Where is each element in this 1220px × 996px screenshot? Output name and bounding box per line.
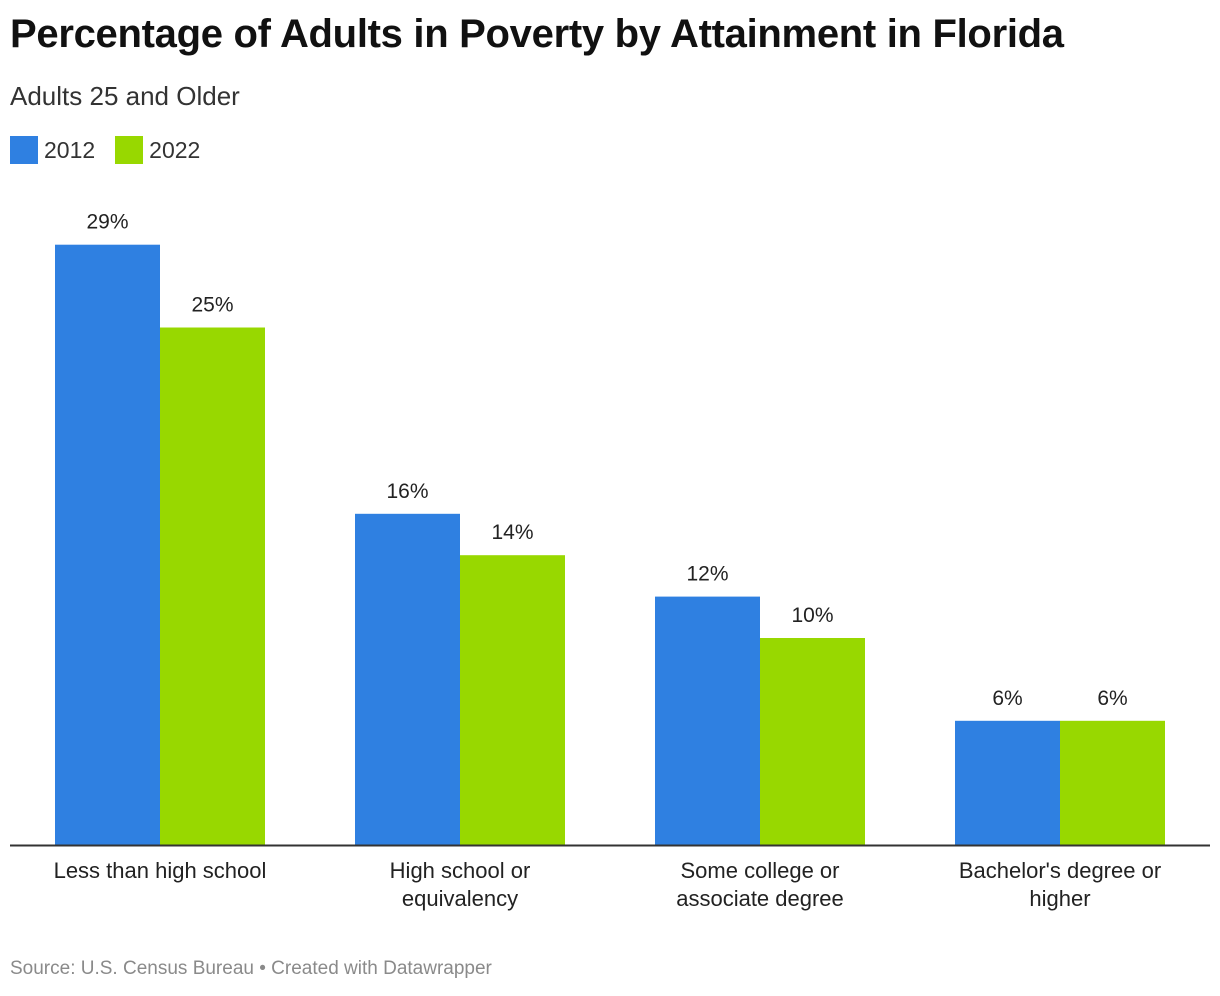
bar-2022-0 <box>160 327 265 845</box>
legend-label-2022: 2022 <box>149 136 201 163</box>
bar-2012-1 <box>355 513 460 845</box>
chart-title: Percentage of Adults in Poverty by Attai… <box>10 12 1064 56</box>
category-label-3-line-0: Bachelor's degree or <box>959 858 1161 883</box>
category-label-1-line-0: High school or <box>390 858 531 883</box>
bar-2022-2 <box>760 638 865 845</box>
data-label-2012-3: 6% <box>992 687 1022 710</box>
category-label-1-line-1: equivalency <box>402 886 518 911</box>
data-label-2012-2: 12% <box>686 563 728 586</box>
source-note: Source: U.S. Census Bureau • Created wit… <box>10 958 492 979</box>
legend-label-2012: 2012 <box>44 136 96 163</box>
data-label-2022-2: 10% <box>791 604 833 627</box>
category-label-0-line-0: Less than high school <box>54 858 267 883</box>
category-label-2-line-0: Some college or <box>681 858 840 883</box>
legend-swatch-2012 <box>10 136 38 164</box>
bar-2022-1 <box>460 555 565 845</box>
legend-item-2022: 2022 <box>115 136 200 164</box>
data-label-2012-1: 16% <box>386 480 428 503</box>
legend-swatch-2022 <box>115 136 144 164</box>
bar-2012-0 <box>55 244 160 845</box>
bar-2012-3 <box>955 720 1060 845</box>
bar-2012-2 <box>655 596 760 845</box>
data-label-2022-0: 25% <box>191 294 233 317</box>
data-label-2022-1: 14% <box>491 521 533 544</box>
chart-subtitle: Adults 25 and Older <box>10 81 240 111</box>
data-label-2022-3: 6% <box>1097 687 1127 710</box>
legend: 2012 2022 <box>10 136 220 164</box>
bar-chart: 29% 25% Less than high school 16% 14% High sc… <box>10 211 1210 911</box>
data-label-2012-0: 29% <box>86 211 128 234</box>
bar-2022-3 <box>1060 720 1165 845</box>
category-label-3-line-1: higher <box>1029 886 1090 911</box>
category-label-2-line-1: associate degree <box>676 886 844 911</box>
legend-item-2012: 2012 <box>10 136 95 164</box>
